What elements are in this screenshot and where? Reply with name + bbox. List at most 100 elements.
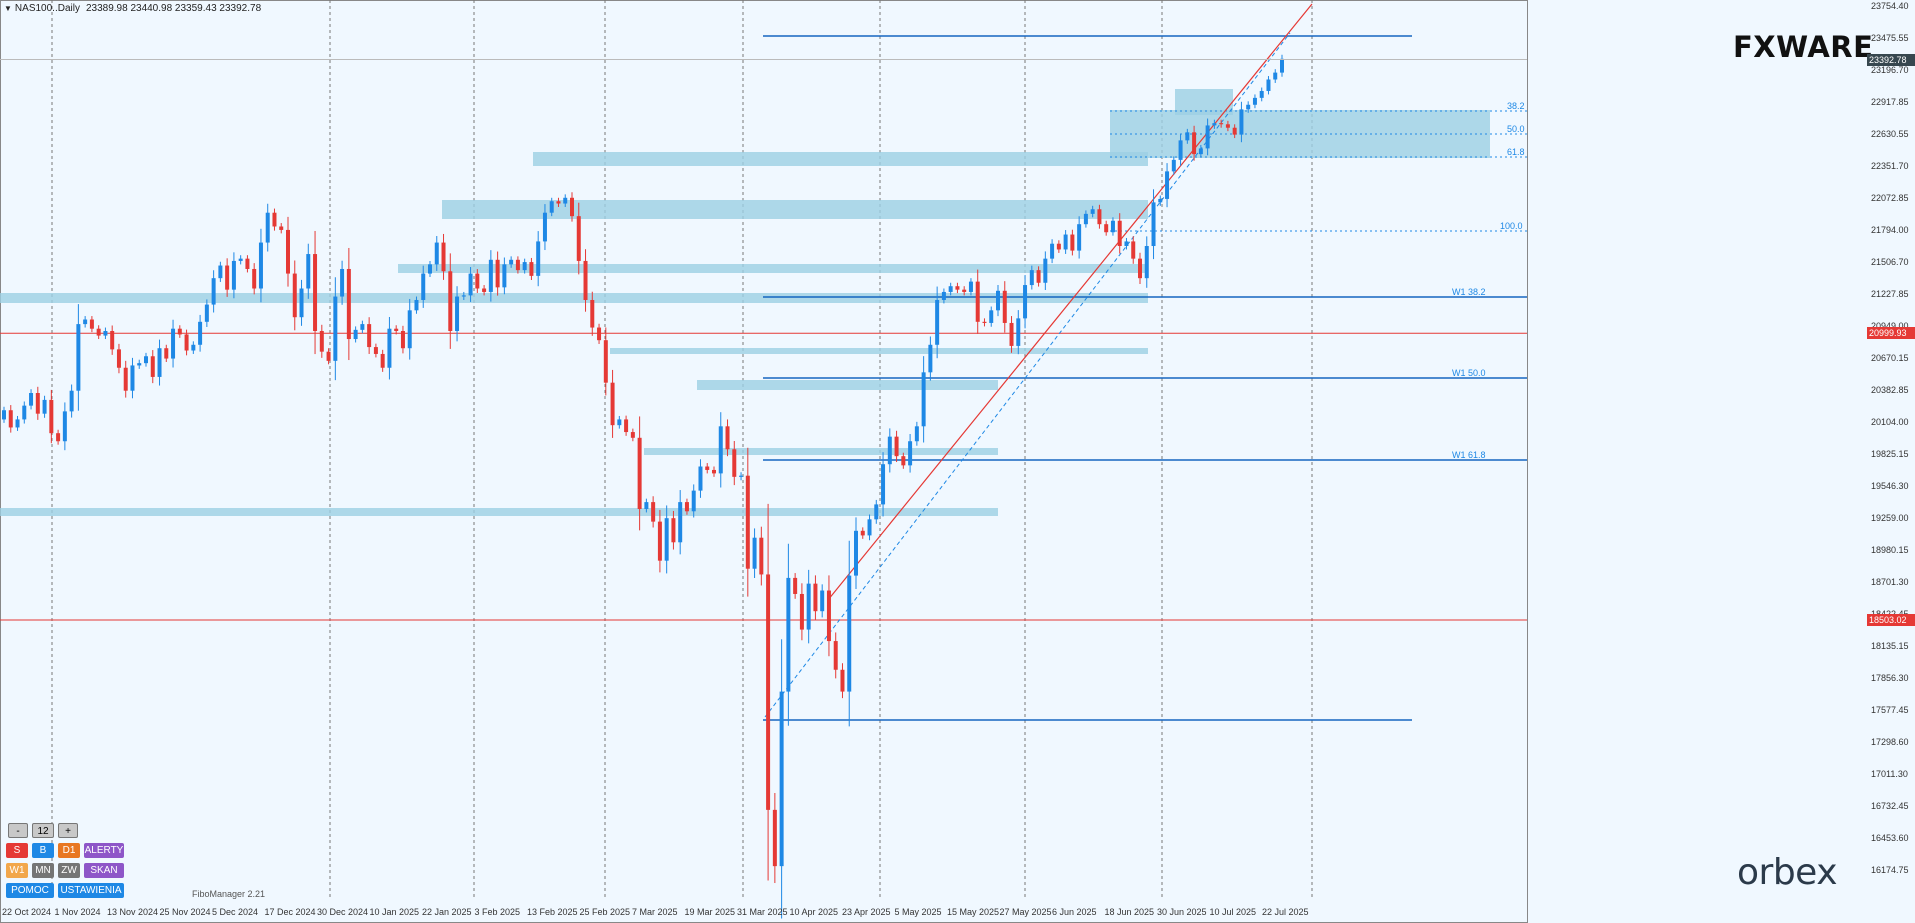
- candle-body: [509, 259, 514, 265]
- candle-body: [624, 419, 629, 433]
- candle-body: [813, 583, 818, 612]
- candle-body: [15, 419, 20, 428]
- decrement-button[interactable]: -: [8, 823, 28, 838]
- candle-body: [306, 254, 311, 289]
- candle-body: [252, 268, 257, 289]
- candle-body: [529, 262, 534, 276]
- mn-button[interactable]: MN: [32, 863, 54, 878]
- scan-button[interactable]: SKAN: [84, 863, 124, 878]
- candle-body: [914, 426, 919, 442]
- candle-body: [1050, 243, 1055, 259]
- candle-body: [130, 365, 135, 391]
- candle-body: [1212, 123, 1217, 126]
- candle-body: [894, 436, 899, 457]
- price-axis[interactable]: 23754.40 23475.55 23196.70 22917.85 22630.55…: [1867, 0, 1915, 923]
- candle-body: [820, 590, 825, 612]
- price-tick-label: 16174.75: [1871, 865, 1909, 875]
- date-tick-label: 5 Dec 2024: [212, 907, 259, 917]
- date-tick-label: 22 Jan 2025: [422, 907, 472, 917]
- date-tick-label: 7 Mar 2025: [632, 907, 678, 917]
- candle-body: [1070, 234, 1075, 251]
- d1-button[interactable]: D1: [58, 843, 80, 858]
- candle-body: [718, 426, 723, 474]
- candle-body: [786, 577, 791, 692]
- price-tick-label: 20104.00: [1871, 417, 1909, 427]
- candle-body: [346, 268, 351, 340]
- candle-body: [218, 265, 223, 279]
- candle-body: [434, 242, 439, 265]
- candle-body: [1131, 241, 1136, 259]
- indicator-version: FiboManager 2.21: [192, 889, 266, 899]
- price-tick-label: 16453.60: [1871, 833, 1909, 843]
- candle-body: [698, 466, 703, 491]
- candle-body: [806, 583, 811, 630]
- sell-button[interactable]: S: [6, 843, 28, 858]
- candle-body: [1239, 109, 1244, 135]
- candle-body: [542, 212, 547, 242]
- candle-body: [928, 344, 933, 373]
- candle-body: [1009, 322, 1014, 346]
- candle-body: [83, 319, 88, 325]
- candle-body: [367, 324, 372, 348]
- candle-body: [164, 348, 169, 359]
- zw-button[interactable]: ZW: [58, 863, 80, 878]
- candle-body: [1144, 246, 1149, 279]
- candle-body: [1029, 270, 1034, 286]
- date-tick-label: 22 Jul 2025: [1262, 907, 1309, 917]
- candle-body: [1056, 243, 1061, 250]
- date-tick-label: 25 Nov 2024: [159, 907, 211, 917]
- candle-body: [847, 575, 852, 692]
- fibo-level-label: 100.0: [1500, 221, 1523, 231]
- candle-body: [1023, 285, 1028, 319]
- candle-body: [779, 691, 784, 867]
- date-tick-label: 17 Dec 2024: [264, 907, 316, 917]
- candle-body: [576, 216, 581, 261]
- candle-body: [116, 349, 121, 368]
- candle-body: [630, 432, 635, 438]
- candle-body: [400, 330, 405, 349]
- candle-body: [651, 502, 656, 522]
- candle-body: [380, 353, 385, 368]
- candle-body: [373, 347, 378, 354]
- date-tick-label: 13 Nov 2024: [107, 907, 159, 917]
- price-zone: [442, 200, 1148, 219]
- candle-body: [110, 330, 115, 350]
- price-tick-label: 20382.85: [1871, 385, 1909, 395]
- alerts-button[interactable]: ALERTY: [84, 843, 124, 858]
- collapse-triangle-icon[interactable]: ▼: [4, 4, 12, 13]
- candle-body: [1192, 132, 1197, 155]
- price-tick-label: 18135.15: [1871, 641, 1909, 651]
- candle-body: [1280, 58, 1284, 73]
- increment-button[interactable]: +: [58, 823, 78, 838]
- candle-body: [921, 372, 926, 427]
- candle-body: [103, 330, 108, 336]
- candle-body: [739, 475, 744, 477]
- buy-button[interactable]: B: [32, 843, 54, 858]
- candle-body: [637, 437, 642, 509]
- candle-body: [333, 296, 338, 361]
- value-field[interactable]: 12: [32, 823, 54, 838]
- candle-body: [1185, 132, 1190, 141]
- candle-body: [597, 327, 602, 341]
- date-tick-label: 13 Feb 2025: [527, 907, 578, 917]
- fibo-level-label: W1 38.2: [1452, 287, 1486, 297]
- help-button[interactable]: POMOC: [6, 883, 54, 898]
- candle-body: [191, 344, 196, 351]
- w1-button[interactable]: W1: [6, 863, 28, 878]
- candle-body: [49, 399, 54, 434]
- date-tick-label: 27 May 2025: [999, 907, 1052, 917]
- symbol-ohlc-header: ▼ NAS100..Daily 23389.98 23440.98 23359.43…: [4, 3, 261, 14]
- candle-body: [1232, 127, 1237, 135]
- candle-body: [360, 324, 365, 330]
- price-tick-label: 22351.70: [1871, 161, 1909, 171]
- candle-body: [69, 390, 74, 412]
- candle-body: [617, 419, 622, 426]
- price-tick-label: 18980.15: [1871, 545, 1909, 555]
- settings-button[interactable]: USTAWIENIA: [58, 883, 124, 898]
- candle-body: [286, 229, 290, 274]
- candle-body: [1273, 72, 1278, 80]
- candle-body: [793, 577, 798, 594]
- upper-level-marker: 20999.93: [1867, 327, 1915, 340]
- date-tick-label: 1 Nov 2024: [54, 907, 101, 917]
